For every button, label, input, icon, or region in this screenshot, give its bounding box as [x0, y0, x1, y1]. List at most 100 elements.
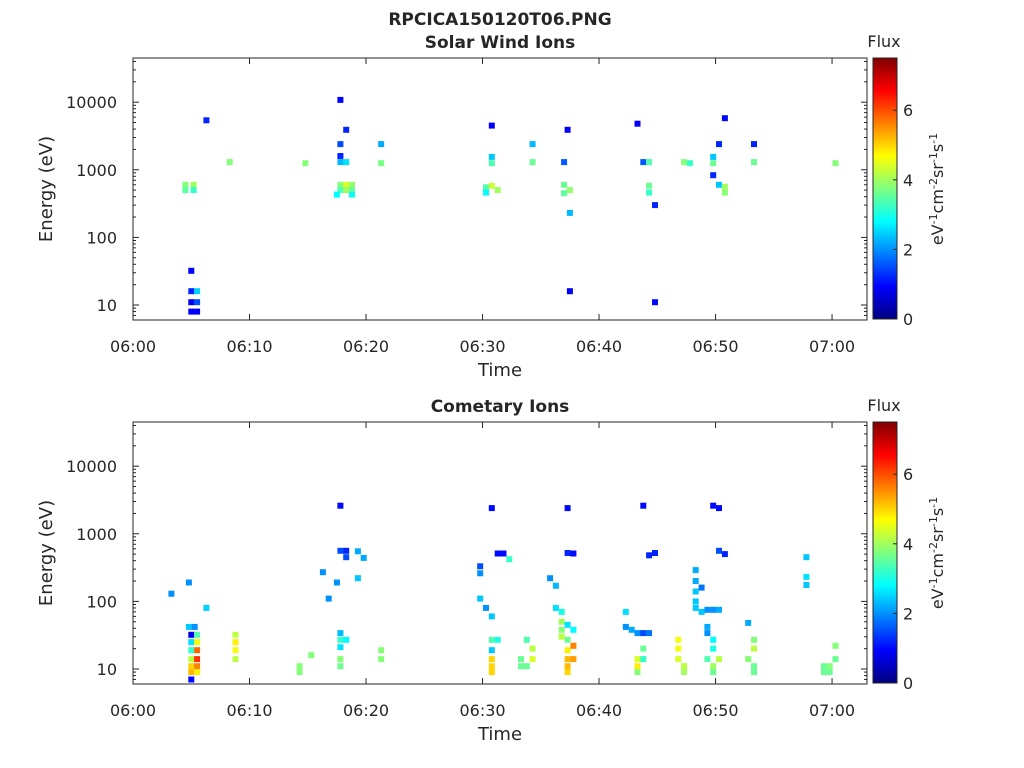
colorbar-unit: eV-1cm-2sr-1s-1: [927, 133, 947, 245]
spectrogram-cell: [333, 191, 340, 198]
spectrogram-cell: [343, 126, 350, 133]
spectrogram-cell: [704, 606, 711, 613]
spectrogram-cell: [566, 288, 573, 295]
panel-title: Solar Wind Ions: [425, 33, 576, 53]
x-tick-label: 06:30: [459, 337, 505, 356]
y-axis: 10 100 1000 10000: [66, 60, 867, 321]
spectrogram-cell: [640, 656, 647, 663]
spectrogram-cell: [477, 563, 484, 570]
spectrogram-cell: [203, 604, 210, 611]
colorbar-tick-label: 4: [903, 171, 913, 190]
spectrogram-cell: [570, 656, 577, 663]
y-tick-label: 100: [86, 228, 117, 247]
spectrogram-cell: [494, 550, 501, 557]
spectrogram-cell: [488, 122, 495, 129]
x-axis-label: Time: [477, 724, 522, 745]
spectrogram-cell: [325, 595, 332, 602]
spectrogram-cell: [640, 645, 647, 652]
spectrogram-cells: [182, 96, 839, 315]
spectrogram-cell: [547, 575, 554, 582]
spectrogram-cell: [570, 642, 577, 649]
spectrogram-cell: [640, 630, 647, 637]
colorbar-gradient: [872, 57, 898, 320]
spectrogram-cell: [337, 181, 344, 188]
spectrogram-cell: [488, 160, 495, 167]
spectrogram-cell: [564, 621, 571, 628]
spectrogram-cell: [640, 502, 647, 509]
spectrogram-cell: [188, 663, 195, 670]
colorbar-gradient: [872, 421, 898, 684]
solar-wind-ions-panel: Solar Wind Ions 06:00 06:10 06:20 06:30 06:4…: [36, 32, 947, 381]
plot-area-frame: [132, 57, 868, 321]
y-tick-label: 10000: [66, 93, 117, 112]
spectrogram-cell: [319, 569, 326, 576]
spectrogram-cell: [721, 551, 728, 558]
spectrogram-cell: [182, 181, 189, 188]
x-tick-label: 06:10: [226, 701, 272, 720]
spectrogram-cell: [188, 288, 195, 295]
spectrogram-cell: [561, 190, 568, 197]
spectrogram-cell: [194, 656, 201, 663]
spectrogram-cell: [488, 656, 495, 663]
spectrogram-cell: [194, 647, 201, 654]
spectrogram-cell: [337, 96, 344, 103]
spectrogram-cell: [558, 626, 565, 633]
spectrogram-cell: [710, 160, 717, 167]
colorbar: 0 2 4 6 Flux eV-1cm-2sr-1s-1: [867, 32, 947, 329]
spectrogram-cell: [622, 608, 629, 615]
colorbar-tick-label: 2: [903, 240, 913, 259]
spectrogram-cell: [566, 187, 573, 194]
spectrogram-cell: [354, 575, 361, 582]
spectrogram-cell: [337, 141, 344, 148]
spectrogram-cell: [488, 505, 495, 512]
spectrogram-cell: [646, 159, 653, 166]
spectrogram-cell: [640, 159, 647, 166]
spectrogram-cell: [710, 153, 717, 160]
y-axis: 10 100 1000 10000: [66, 424, 867, 685]
spectrogram-cell: [488, 636, 495, 643]
spectrogram-cell: [564, 647, 571, 654]
spectrogram-cell: [188, 631, 195, 638]
spectrogram-cell: [716, 656, 722, 663]
spectrogram-cell: [716, 606, 722, 613]
spectrogram-cell: [646, 552, 653, 559]
colorbar-label: Flux: [867, 32, 900, 51]
y-tick-label: 10: [97, 296, 117, 315]
spectrogram-cell: [477, 570, 484, 577]
y-tick-label: 10000: [66, 457, 117, 476]
spectrogram-cell: [337, 636, 344, 643]
spectrogram-cell: [296, 669, 303, 676]
spectrogram-cell: [333, 579, 340, 586]
spectrogram-cell: [529, 141, 536, 148]
spectrogram-cell: [692, 598, 699, 605]
spectrogram-cell: [523, 636, 530, 643]
spectrogram-cell: [518, 656, 524, 663]
colorbar-unit: eV-1cm-2sr-1s-1: [927, 497, 947, 609]
spectrogram-cell: [716, 181, 722, 188]
spectrogram-cell: [681, 159, 688, 166]
colorbar-ticks: 0 2 4 6: [893, 465, 913, 693]
spectrogram-cell: [529, 656, 536, 663]
spectrogram-cell: [378, 141, 385, 148]
spectrogram-cell: [343, 554, 350, 561]
spectrogram-cells: [168, 502, 839, 683]
spectrogram-cell: [564, 669, 571, 676]
spectrogram-cell: [488, 669, 495, 676]
y-tick-label: 10: [97, 660, 117, 679]
spectrogram-cell: [692, 578, 699, 584]
spectrogram-cell: [634, 669, 641, 676]
spectrogram-cell: [203, 117, 210, 124]
spectrogram-cell: [194, 639, 201, 646]
spectrogram-cell: [710, 663, 717, 670]
spectrogram-cell: [518, 663, 524, 670]
spectrogram-cell: [681, 663, 688, 670]
spectrogram-cell: [803, 554, 810, 561]
spectrogram-cell: [652, 550, 658, 556]
spectrogram-cell: [302, 160, 309, 167]
spectrogram-cell: [751, 141, 757, 148]
x-tick-label: 06:10: [226, 337, 272, 356]
spectrogram-cell: [698, 608, 705, 615]
spectrogram-cell: [570, 550, 577, 557]
spectrogram-cell: [488, 153, 495, 160]
x-axis: 06:00 06:10 06:20 06:30 06:40 06:50 07:00: [110, 58, 855, 356]
